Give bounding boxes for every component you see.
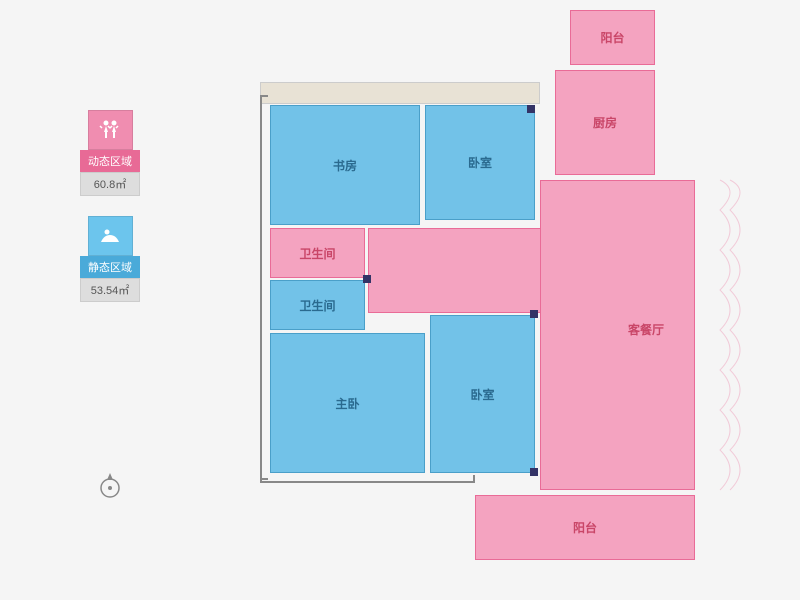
balcony-top-label: 阳台 xyxy=(600,29,624,46)
dynamic-zone-value: 60.8㎡ xyxy=(80,172,140,196)
static-zone-label: 静态区域 xyxy=(80,256,140,278)
room-balcony-bottom: 阳台 xyxy=(475,495,695,560)
outer-frame-bottom xyxy=(260,475,475,483)
room-hall xyxy=(368,228,540,313)
accent-3 xyxy=(363,275,371,283)
bathroom2-label: 卫生间 xyxy=(299,297,335,314)
dynamic-zone-icon xyxy=(88,110,133,150)
decoration-right xyxy=(710,10,755,570)
study-label: 书房 xyxy=(333,157,357,174)
static-zone-icon xyxy=(88,216,133,256)
accent-1 xyxy=(527,105,535,113)
room-master: 主卧 xyxy=(270,333,425,473)
room-bedroom1: 卧室 xyxy=(425,105,535,220)
bedroom1-label: 卧室 xyxy=(468,154,492,171)
legend-static: 静态区域 53.54㎡ xyxy=(80,216,140,302)
legend-dynamic: 动态区域 60.8㎡ xyxy=(80,110,140,196)
living-label: 客餐厅 xyxy=(628,321,664,338)
bedroom2-label: 卧室 xyxy=(470,386,494,403)
floorplan: 阳台 厨房 客餐厅 书房 卧室 卫生间 卫生间 主卧 卧室 阳台 xyxy=(260,10,750,570)
accent-2 xyxy=(530,310,538,318)
dynamic-zone-label: 动态区域 xyxy=(80,150,140,172)
room-bathroom2: 卫生间 xyxy=(270,280,365,330)
room-hall2: 客餐厅 xyxy=(540,180,695,490)
kitchen-label: 厨房 xyxy=(593,114,617,131)
master-label: 主卧 xyxy=(335,395,359,412)
bathroom1-label: 卫生间 xyxy=(299,245,335,262)
balcony-bottom-label: 阳台 xyxy=(573,519,597,536)
outer-frame-left xyxy=(260,95,268,480)
rest-icon xyxy=(98,224,122,248)
people-icon xyxy=(98,118,122,142)
room-kitchen: 厨房 xyxy=(555,70,655,175)
room-bathroom1: 卫生间 xyxy=(270,228,365,278)
room-balcony-top: 阳台 xyxy=(570,10,655,65)
legend-panel: 动态区域 60.8㎡ 静态区域 53.54㎡ xyxy=(80,110,140,322)
room-bedroom2: 卧室 xyxy=(430,315,535,473)
room-study: 书房 xyxy=(270,105,420,225)
static-zone-value: 53.54㎡ xyxy=(80,278,140,302)
accent-4 xyxy=(530,468,538,476)
compass-icon xyxy=(95,470,125,500)
roof-area xyxy=(260,82,540,104)
